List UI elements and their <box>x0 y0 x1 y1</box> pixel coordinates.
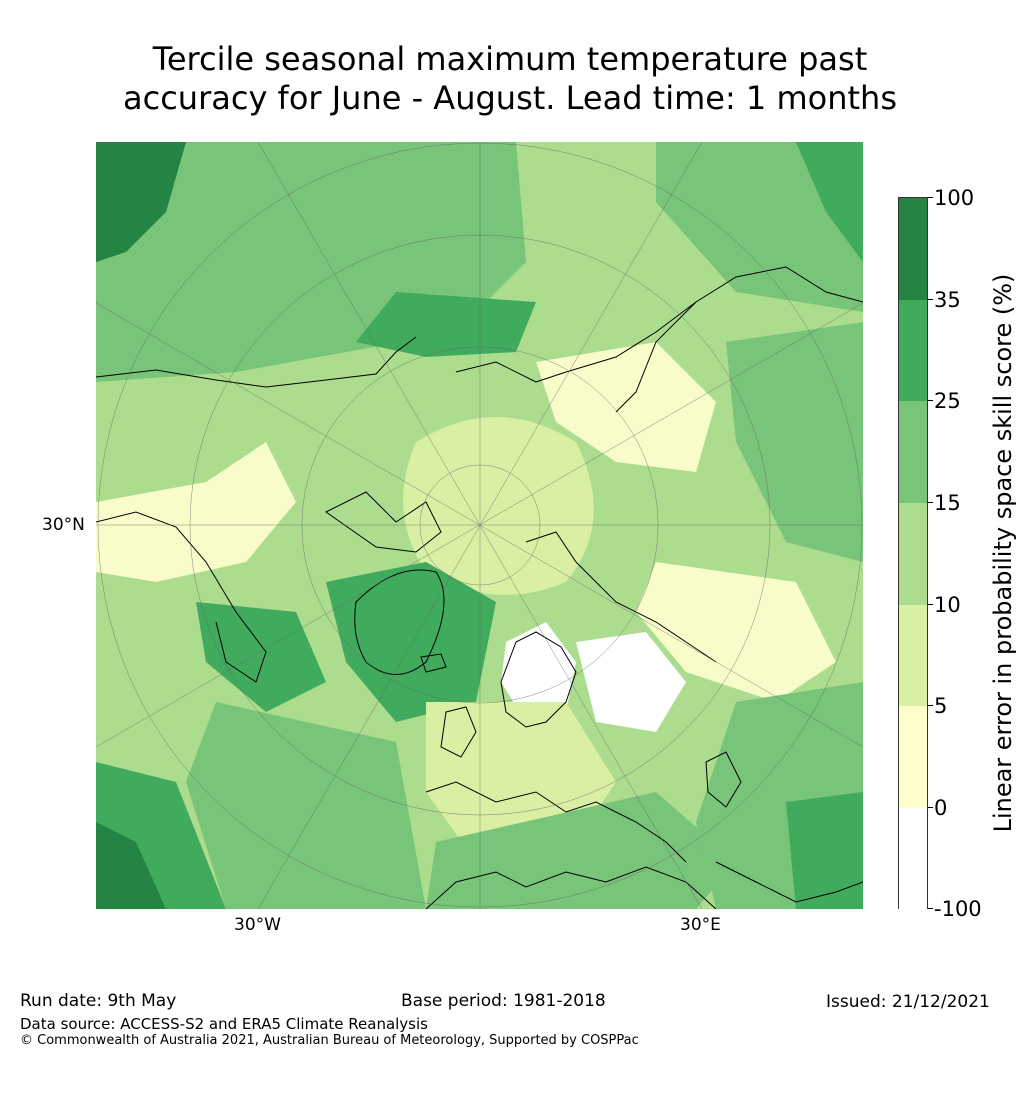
lon-label-30w: 30°W <box>234 915 281 935</box>
colorbar-label: Linear error in probability space skill … <box>989 273 1017 833</box>
colorbar-tickmark <box>928 299 933 300</box>
region-north-high <box>356 292 536 357</box>
colorbar <box>898 197 928 910</box>
graticule <box>96 142 863 909</box>
title-line-2: accuracy for June - August. Lead time: 1… <box>123 79 897 117</box>
colorbar-tick-label: 35 <box>934 288 961 312</box>
region-northeast-high <box>656 142 863 312</box>
copyright: © Commonwealth of Australia 2021, Austra… <box>20 1033 639 1048</box>
lat-label-30n: 30°N <box>42 515 85 535</box>
region-southwest-very-high <box>96 822 166 909</box>
region-atlantic-high <box>326 562 496 722</box>
colorbar-tickmark <box>928 502 933 503</box>
colorbar-tick-label: 25 <box>934 389 961 413</box>
region-atlantic-mid-south <box>186 702 426 909</box>
colorbar-tickmark <box>928 400 933 401</box>
colorbar-tickmark <box>928 705 933 706</box>
colorbar-tick-label: 10 <box>934 593 961 617</box>
coast-arabia <box>715 861 863 903</box>
coast-mediterranean <box>425 866 717 909</box>
run-date: Run date: 9th May <box>20 991 177 1011</box>
region-labrador-high <box>196 602 326 712</box>
coast-scandinavia <box>500 631 577 728</box>
title-line-1: Tercile seasonal maximum temperature pas… <box>152 40 868 78</box>
data-source: Data source: ACCESS-S2 and ERA5 Climate … <box>20 1015 428 1033</box>
colorbar-tick-label: 100 <box>934 186 975 210</box>
region-northeast-very-high <box>796 142 863 262</box>
coast-kamchatka <box>615 301 697 413</box>
coast-europe-south <box>425 781 687 863</box>
region-arabia-high <box>786 792 863 909</box>
coast-iceland <box>420 653 447 673</box>
colorbar-segment-15-25 <box>899 401 927 503</box>
region-mediterranean-mid <box>426 792 736 909</box>
coast-hudson <box>96 511 267 683</box>
region-canada-low <box>96 442 296 582</box>
coast-north-america <box>96 336 417 388</box>
region-scandinavia-negative <box>501 622 576 722</box>
coast-eurasia-north <box>525 531 717 663</box>
meridian-60e <box>96 302 863 748</box>
region-pole-low <box>403 417 594 595</box>
colorbar-segment-10-15 <box>899 503 927 605</box>
colorbar-segment-25-35 <box>899 300 927 401</box>
region-russia-negative <box>576 632 686 732</box>
colorbar-tick-label: -100 <box>934 897 982 921</box>
colorbar-tickmark <box>928 807 933 808</box>
colorbar-segment-0-5 <box>899 706 927 808</box>
colorbar-segment-5-10 <box>899 605 927 706</box>
chart-title: Tercile seasonal maximum temperature pas… <box>0 40 1020 118</box>
colorbar-tickmark <box>928 604 933 605</box>
coast-caspian <box>705 751 742 808</box>
polar-map <box>96 142 863 909</box>
region-east-mid <box>726 322 863 562</box>
colorbar-tick-label: 0 <box>934 796 948 820</box>
colorbar-tick-label: 15 <box>934 491 961 515</box>
coast-british-isles <box>440 706 477 758</box>
colorbar-segment-35-100 <box>899 198 927 300</box>
colorbar-tickmark <box>928 197 933 198</box>
region-east-low <box>636 562 836 702</box>
base-period: Base period: 1981-2018 <box>401 991 606 1011</box>
coastlines <box>96 266 863 909</box>
colorbar-segment-neg100-0 <box>899 808 927 910</box>
colorbar-tick-label: 5 <box>934 694 948 718</box>
region-northwest-very-high <box>96 142 186 262</box>
issued-date: Issued: 21/12/2021 <box>826 992 990 1012</box>
coast-siberia <box>455 266 863 383</box>
coast-arctic-islands <box>325 491 442 553</box>
colorbar-tickmark <box>928 908 933 909</box>
region-siberia-low <box>536 342 716 472</box>
lon-label-30e: 30°E <box>680 915 721 935</box>
map-canvas <box>96 142 863 909</box>
